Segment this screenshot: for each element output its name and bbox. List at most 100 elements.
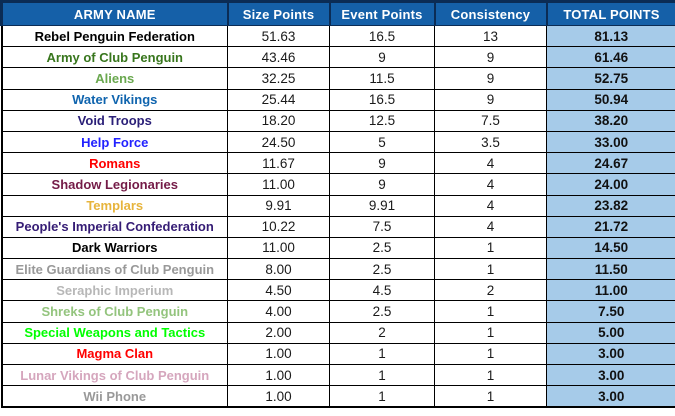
- table-body: Rebel Penguin Federation 51.63 16.5 13 81.13…: [1, 24, 675, 408]
- table-row: Void Troops 18.20 12.5 7.5 38.20: [1, 109, 675, 132]
- total-points-cell: 61.46: [546, 46, 675, 69]
- event-points-cell: 11.5: [329, 67, 435, 90]
- army-name-cell: People's Imperial Confederation: [1, 215, 228, 238]
- table-row: Templars 9.91 9.91 4 23.82: [1, 194, 675, 217]
- event-points-cell: 1: [329, 385, 435, 408]
- table-row: Shreks of Club Penguin 4.00 2.5 1 7.50: [1, 300, 675, 323]
- column-header-total-points: TOTAL POINTS: [546, 0, 675, 26]
- table-row: People's Imperial Confederation 10.22 7.5 4…: [1, 215, 675, 238]
- consistency-cell: 1: [434, 385, 547, 408]
- event-points-cell: 4.5: [329, 279, 435, 302]
- army-name-cell: Aliens: [1, 67, 228, 90]
- size-points-cell: 1.00: [227, 385, 330, 408]
- size-points-cell: 11.00: [227, 236, 330, 260]
- total-points-cell: 3.00: [546, 363, 675, 387]
- event-points-cell: 2.5: [329, 236, 435, 260]
- total-points-cell: 81.13: [546, 24, 675, 48]
- consistency-cell: 9: [434, 46, 547, 69]
- size-points-cell: 43.46: [227, 46, 330, 69]
- army-name-cell: Magma Clan: [1, 342, 228, 366]
- table-row: Elite Guardians of Club Penguin 8.00 2.5 1 1…: [1, 258, 675, 281]
- event-points-cell: 1: [329, 363, 435, 387]
- column-header-event-points: Event Points: [329, 0, 436, 26]
- table-row: Shadow Legionaries 11.00 9 4 24.00: [1, 173, 675, 196]
- consistency-cell: 1: [434, 236, 547, 260]
- table-row: Lunar Vikings of Club Penguin 1.00 1 1 3.00: [1, 363, 675, 387]
- table-row: Rebel Penguin Federation 51.63 16.5 13 81.13: [1, 24, 675, 48]
- table-row: Romans 11.67 9 4 24.67: [1, 152, 675, 175]
- table-row: Special Weapons and Tactics 2.00 2 1 5.00: [1, 321, 675, 344]
- size-points-cell: 25.44: [227, 88, 330, 111]
- table-row: Dark Warriors 11.00 2.5 1 14.50: [1, 236, 675, 260]
- table-row: Seraphic Imperium 4.50 4.5 2 11.00: [1, 279, 675, 302]
- consistency-cell: 1: [434, 300, 547, 323]
- army-name-cell: Army of Club Penguin: [1, 46, 228, 69]
- consistency-cell: 4: [434, 152, 547, 175]
- event-points-cell: 7.5: [329, 215, 435, 238]
- size-points-cell: 11.67: [227, 152, 330, 175]
- total-points-cell: 7.50: [546, 300, 675, 323]
- event-points-cell: 16.5: [329, 24, 435, 48]
- army-name-cell: Void Troops: [1, 109, 228, 132]
- table-row: Army of Club Penguin 43.46 9 9 61.46: [1, 46, 675, 69]
- army-name-cell: Shadow Legionaries: [1, 173, 228, 196]
- size-points-cell: 11.00: [227, 173, 330, 196]
- consistency-cell: 1: [434, 321, 547, 344]
- event-points-cell: 5: [329, 130, 435, 154]
- total-points-cell: 52.75: [546, 67, 675, 90]
- total-points-cell: 5.00: [546, 321, 675, 344]
- total-points-cell: 3.00: [546, 342, 675, 366]
- column-header-consistency: Consistency: [434, 0, 548, 26]
- total-points-cell: 50.94: [546, 88, 675, 111]
- size-points-cell: 24.50: [227, 130, 330, 154]
- event-points-cell: 9: [329, 152, 435, 175]
- size-points-cell: 1.00: [227, 342, 330, 366]
- event-points-cell: 9: [329, 173, 435, 196]
- total-points-cell: 23.82: [546, 194, 675, 217]
- event-points-cell: 1: [329, 342, 435, 366]
- consistency-cell: 9: [434, 67, 547, 90]
- table-row: Aliens 32.25 11.5 9 52.75: [1, 67, 675, 90]
- consistency-cell: 7.5: [434, 109, 547, 132]
- column-header-size-points: Size Points: [227, 0, 331, 26]
- army-name-cell: Elite Guardians of Club Penguin: [1, 258, 228, 281]
- army-name-cell: Lunar Vikings of Club Penguin: [1, 363, 228, 387]
- size-points-cell: 1.00: [227, 363, 330, 387]
- army-name-cell: Water Vikings: [1, 88, 228, 111]
- consistency-cell: 3.5: [434, 130, 547, 154]
- event-points-cell: 9: [329, 46, 435, 69]
- event-points-cell: 9.91: [329, 194, 435, 217]
- total-points-cell: 14.50: [546, 236, 675, 260]
- consistency-cell: 1: [434, 258, 547, 281]
- army-name-cell: Templars: [1, 194, 228, 217]
- consistency-cell: 1: [434, 363, 547, 387]
- consistency-cell: 1: [434, 342, 547, 366]
- army-name-cell: Help Force: [1, 130, 228, 154]
- table-row: Help Force 24.50 5 3.5 33.00: [1, 130, 675, 154]
- total-points-cell: 33.00: [546, 130, 675, 154]
- total-points-cell: 11.50: [546, 258, 675, 281]
- event-points-cell: 2: [329, 321, 435, 344]
- army-name-cell: Rebel Penguin Federation: [1, 24, 228, 48]
- consistency-cell: 9: [434, 88, 547, 111]
- size-points-cell: 32.25: [227, 67, 330, 90]
- size-points-cell: 18.20: [227, 109, 330, 132]
- army-name-cell: Seraphic Imperium: [1, 279, 228, 302]
- consistency-cell: 4: [434, 194, 547, 217]
- size-points-cell: 2.00: [227, 321, 330, 344]
- size-points-cell: 51.63: [227, 24, 330, 48]
- total-points-cell: 38.20: [546, 109, 675, 132]
- consistency-cell: 13: [434, 24, 547, 48]
- total-points-cell: 3.00: [546, 385, 675, 408]
- total-points-cell: 21.72: [546, 215, 675, 238]
- army-name-cell: Dark Warriors: [1, 236, 228, 260]
- table-row: Water Vikings 25.44 16.5 9 50.94: [1, 88, 675, 111]
- consistency-cell: 4: [434, 215, 547, 238]
- table-header-row: ARMY NAME Size Points Event Points Consi…: [0, 0, 675, 26]
- event-points-cell: 2.5: [329, 258, 435, 281]
- consistency-cell: 2: [434, 279, 547, 302]
- table-row: Magma Clan 1.00 1 1 3.00: [1, 342, 675, 366]
- army-name-cell: Wii Phone: [1, 385, 228, 408]
